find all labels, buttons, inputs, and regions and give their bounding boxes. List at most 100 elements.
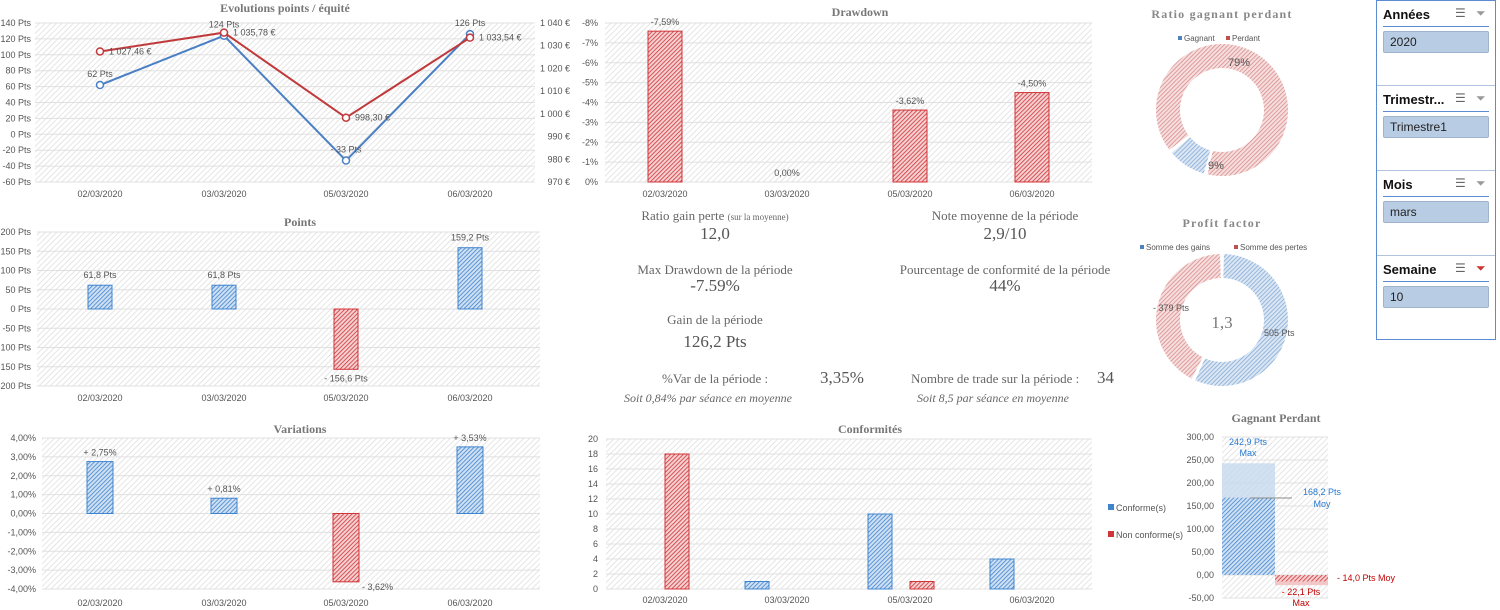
data-label: - 3,62%: [362, 582, 393, 592]
slicer-title: Trimestr...: [1383, 92, 1445, 107]
x-tick-label: 03/03/2020: [764, 595, 809, 605]
y-tick-label: -7%: [582, 38, 598, 48]
kpi-trades-value: 34: [1097, 368, 1114, 387]
kpi-trades-label: Nombre de trade sur la période :: [911, 371, 1080, 386]
y-tick-label: 14: [588, 479, 598, 489]
x-tick-label: 05/03/2020: [887, 595, 932, 605]
data-label: 242,9 Pts: [1229, 437, 1268, 447]
slicer-item[interactable]: Trimestre1: [1383, 116, 1489, 138]
y-tick-label: 6: [593, 539, 598, 549]
points-bar: [211, 284, 237, 310]
y-tick-label: 140 Pts: [0, 18, 31, 28]
y-tick-label: 1,00%: [10, 490, 36, 500]
y-tick-label: 12: [588, 494, 598, 504]
chart-title: Variations: [274, 422, 327, 436]
legend-swatch: [1140, 245, 1144, 249]
y-tick-label: 2,00%: [10, 471, 36, 481]
y-tick-label: 150,00: [1186, 501, 1214, 511]
variation-bar: [332, 513, 360, 583]
clear-filter-icon[interactable]: ⏷: [1476, 261, 1486, 275]
legend-label: Somme des pertes: [1240, 243, 1307, 252]
y-tick-label: -2,00%: [7, 546, 36, 556]
data-label: 159,2 Pts: [451, 233, 490, 243]
y-tick-label: 4: [593, 554, 598, 564]
y-tick-label: 150 Pts: [0, 246, 31, 256]
chart-title: Gagnant Perdant: [1231, 411, 1320, 425]
y-tick-label: 100 Pts: [0, 50, 31, 60]
y-tick-label: 0 Pts: [10, 304, 31, 314]
legend-swatch: [1234, 245, 1238, 249]
y-tick-label: -2%: [582, 137, 598, 147]
clear-filter-icon[interactable]: ⏷: [1476, 91, 1486, 105]
points-bar: [457, 247, 483, 310]
donut-slice-blue: [1195, 254, 1288, 386]
legend-swatch: [1178, 36, 1182, 40]
conforme-bar: [989, 558, 1015, 590]
data-label: 998,30 €: [355, 113, 390, 123]
chart-title: Profit factor: [1182, 216, 1261, 230]
y-tick-label: 40 Pts: [5, 98, 31, 108]
y-tick-label: -100 Pts: [0, 343, 31, 353]
y-tick-label: -1,00%: [7, 527, 36, 537]
y-tick-label: 50 Pts: [5, 285, 31, 295]
slicer-item[interactable]: 2020: [1383, 31, 1489, 53]
multi-select-icon[interactable]: ☰: [1455, 6, 1466, 20]
slicer-item[interactable]: 10: [1383, 286, 1489, 308]
y-tick-label: -4,00%: [7, 584, 36, 594]
donut-slice-red: [1156, 254, 1221, 379]
x-tick-label: 05/03/2020: [323, 598, 368, 608]
drawdown-bar: [647, 30, 683, 183]
variation-bar: [210, 497, 238, 514]
y-tick-label: 250,00: [1186, 455, 1214, 465]
data-label: + 0,81%: [207, 484, 240, 494]
y-tick-label: 4,00%: [10, 433, 36, 443]
y-tick-label: 200,00: [1186, 478, 1214, 488]
multi-select-icon[interactable]: ☰: [1455, 261, 1466, 275]
x-tick-label: 05/03/2020: [323, 189, 368, 199]
clear-filter-icon[interactable]: ⏷: [1476, 6, 1486, 20]
conforme-bar: [744, 581, 770, 590]
data-label: Max: [1292, 598, 1310, 608]
kpi-note: Note moyenne de la période 2,9/10: [880, 208, 1130, 244]
drawdown-bar: [1014, 92, 1050, 183]
legend-label: Non conforme(s): [1116, 530, 1183, 540]
chart-title: Evolutions points / équité: [220, 1, 350, 15]
kpi-gain-label: Gain de la période: [667, 312, 763, 327]
x-tick-label: 03/03/2020: [764, 189, 809, 199]
clear-filter-icon[interactable]: ⏷: [1476, 176, 1486, 190]
data-label: 1 035,78 €: [233, 28, 276, 38]
y-tick-label: -60 Pts: [2, 177, 31, 187]
chart-title: Conformités: [838, 422, 902, 436]
x-tick-label: 02/03/2020: [77, 189, 122, 199]
data-label: 126 Pts: [455, 18, 486, 28]
y-tick-label: 0%: [585, 177, 598, 187]
kpi-var-sub: Soit 0,84% par séance en moyenne: [624, 391, 792, 405]
variation-bar: [86, 461, 114, 514]
data-label: 0,00%: [774, 168, 800, 178]
legend-label: Somme des gains: [1146, 243, 1210, 252]
data-label: 1 027,46 €: [109, 46, 152, 56]
y-tick-label: 200 Pts: [0, 227, 31, 237]
non-conforme-bar: [909, 581, 935, 590]
chart-title: Ratio gagnant perdant: [1151, 7, 1292, 21]
x-tick-label: 05/03/2020: [323, 393, 368, 403]
y-tick-label: -6%: [582, 58, 598, 68]
y-right-tick-label: 1 040 €: [540, 18, 570, 28]
perdant-moy-bar: [1275, 575, 1328, 582]
y-right-tick-label: 1 010 €: [540, 86, 570, 96]
y-tick-label: 16: [588, 464, 598, 474]
slicer-item[interactable]: mars: [1383, 201, 1489, 223]
kpi-note-label: Note moyenne de la période: [931, 208, 1079, 223]
donut-center-value: 1,3: [1211, 313, 1232, 332]
y-right-tick-label: 970 €: [547, 177, 570, 187]
y-right-tick-label: 1 030 €: [540, 41, 570, 51]
gagnant-moy-bar: [1222, 497, 1275, 575]
data-point: [465, 33, 475, 42]
multi-select-icon[interactable]: ☰: [1455, 176, 1466, 190]
data-label: 79%: [1228, 57, 1250, 69]
y-tick-label: -4%: [582, 98, 598, 108]
multi-select-icon[interactable]: ☰: [1455, 91, 1466, 105]
y-tick-label: 100,00: [1186, 524, 1214, 534]
data-label: 62 Pts: [87, 69, 113, 79]
data-label: 505 Pts: [1264, 328, 1295, 338]
